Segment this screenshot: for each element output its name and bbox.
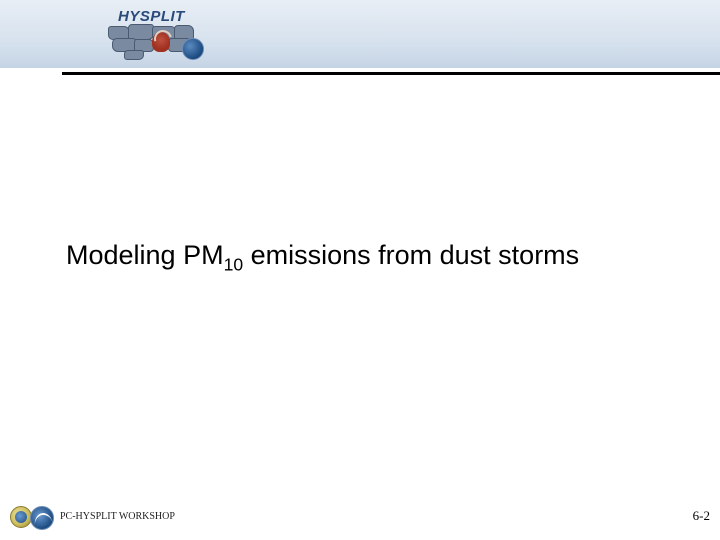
footer-text: PC-HYSPLIT WORKSHOP [60, 511, 175, 522]
slide-title: Modeling PM10 emissions from dust storms [66, 240, 676, 271]
footer: PC-HYSPLIT WORKSHOP 6-2 [0, 504, 720, 532]
page-number: 6-2 [693, 508, 710, 524]
noaa-footer-seal-icon [30, 506, 54, 530]
logo-text: HYSPLIT [118, 8, 185, 25]
noaa-seal-icon [182, 38, 204, 60]
title-subscript: 10 [224, 254, 244, 274]
title-prefix: Modeling PM [66, 240, 224, 270]
swirl-icon [152, 32, 170, 52]
title-suffix: emissions from dust storms [243, 240, 579, 270]
doc-seal-icon [10, 506, 32, 528]
hysplit-logo: HYSPLIT [104, 6, 214, 62]
title-rule [62, 72, 720, 75]
slide: HYSPLIT Modeling PM10 emissions from dus… [0, 0, 720, 540]
